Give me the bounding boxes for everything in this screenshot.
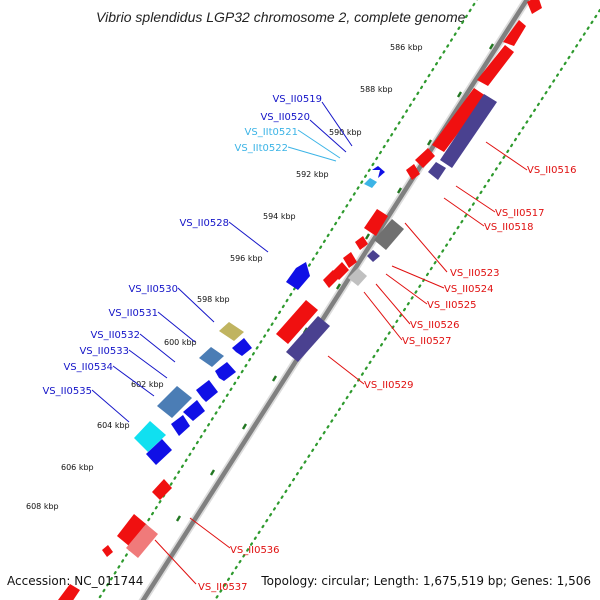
major-tick [335,283,342,290]
gene-VS_II0536[interactable] [117,514,146,546]
gene-VS_II0537[interactable] [126,524,158,558]
genes-upper-track [134,166,385,465]
gene-VS_II0519[interactable] [372,166,385,178]
gene-label[interactable]: VS_II0529 [364,380,414,391]
gene-label[interactable]: VS_II0519 [272,94,322,105]
scale-label: 606 kbp [61,463,94,472]
gene-VS_II0525[interactable] [343,252,357,268]
gene-VS_II0536a[interactable] [152,479,172,500]
gene-label[interactable]: VS_IIt0521 [245,127,298,138]
gene-label[interactable]: VS_IIt0522 [235,143,288,154]
genome-summary-label: Topology: circular; Length: 1,675,519 bp… [261,574,591,588]
scale-label: 602 kbp [131,380,164,389]
gene-VS_II0532b[interactable] [215,362,236,381]
gene-label[interactable]: VS_II0531 [108,308,158,319]
gene-VS_II0530[interactable] [219,322,244,341]
scale-track-inner [213,8,600,600]
major-tick [209,469,216,476]
gene-VS_II0529a[interactable] [276,300,318,344]
gene-VS_II0516a[interactable] [432,88,486,152]
major-tick [426,139,433,146]
gene-VS_II0523a[interactable] [364,209,388,236]
gene-VS_II0524a[interactable] [355,236,368,250]
gene-label[interactable]: VS_II0518 [484,222,534,233]
scale-label: 590 kbp [329,128,362,137]
accession-label: Accession: NC_011744 [7,574,144,588]
gene-VS_II0534b[interactable] [183,400,205,421]
major-tick [396,187,403,194]
gene-label[interactable]: VS_II0516 [527,165,577,176]
scale-label: 598 kbp [197,295,230,304]
gene-top-b[interactable] [503,20,526,46]
gene-VS_II0533[interactable] [196,380,218,402]
gene-VS_II0535[interactable] [134,421,166,452]
gene-VS_II0523[interactable] [374,219,404,250]
genes-lower-track [58,0,542,600]
gene-VS_IIt0521[interactable] [364,178,377,188]
gene-VS_II0535b[interactable] [146,439,172,465]
gene-VS_II0524[interactable] [367,250,380,262]
gene-label[interactable]: VS_II0526 [410,320,460,331]
scale-label: 588 kbp [360,85,393,94]
gene-label[interactable]: VS_II0520 [260,112,310,123]
gene-label[interactable]: VS_II0527 [402,336,452,347]
gene-label[interactable]: VS_II0536 [230,545,280,556]
scale-label: 594 kbp [263,212,296,221]
genome-backbone [138,0,532,600]
scale-label: 608 kbp [26,502,59,511]
gene-label[interactable]: VS_II0535 [42,386,92,397]
gene-VS_II0531a[interactable] [232,338,252,356]
gene-label[interactable]: VS_II0528 [179,218,229,229]
scale-track-outer [96,0,479,600]
leader-lines-upper [91,101,353,423]
gene-VS_II0532[interactable] [199,347,224,367]
scale-label: 600 kbp [164,338,197,347]
gene-top-c[interactable] [477,45,514,86]
scale-label: 596 kbp [230,254,263,263]
gene-VS_II0518[interactable] [428,162,446,180]
major-tick [241,423,248,430]
gene-VS_II0537b[interactable] [102,545,113,557]
gene-VS_II0526[interactable] [348,268,367,286]
scale-label: 586 kbp [390,43,423,52]
scale-label: 592 kbp [296,170,329,179]
gene-labels-upper: VS_II0519 VS_II0520 VS_IIt0521 VS_IIt0522 VS… [42,94,322,397]
gene-label[interactable]: VS_II0534 [63,362,113,373]
gene-label[interactable]: VS_II0524 [444,284,494,295]
map-title: Vibrio splendidus LGP32 chromosome 2, co… [96,9,466,25]
gene-VS_II0529[interactable] [286,316,330,362]
leader-lines-lower [154,141,528,585]
gene-label[interactable]: VS_II0533 [79,346,129,357]
gene-VS_II0517[interactable] [415,148,435,168]
gene-label[interactable]: VS_II0523 [450,268,500,279]
gene-label[interactable]: VS_II0525 [427,300,477,311]
gene-VS_II0528[interactable] [286,262,310,290]
gene-VS_II0516[interactable] [440,94,497,168]
scale-label: 604 kbp [97,421,130,430]
major-tick [271,375,278,382]
major-tick [175,515,182,522]
gene-label[interactable]: VS_II0532 [90,330,140,341]
gene-top-a[interactable] [527,0,542,14]
major-tick [456,91,463,98]
gene-VS_II0535a[interactable] [171,415,190,436]
gene-labels-lower: VS_II0516 VS_II0517 VS_II0518 VS_II0523 VS_I… [198,165,577,593]
major-tick [488,43,495,50]
gene-bottom-a[interactable] [58,584,80,600]
gene-label[interactable]: VS_II0537 [198,582,248,593]
gene-label[interactable]: VS_II0517 [495,208,545,219]
major-tick [364,233,371,240]
gene-label[interactable]: VS_II0530 [128,284,178,295]
gene-small-red[interactable] [406,164,420,180]
scale-labels: 586 kbp 588 kbp 590 kbp 592 kbp 594 kbp 596 k… [26,43,423,511]
gene-VS_II0534[interactable] [157,386,192,418]
gene-VS_II0527[interactable] [323,270,339,288]
major-ticks [175,43,495,522]
